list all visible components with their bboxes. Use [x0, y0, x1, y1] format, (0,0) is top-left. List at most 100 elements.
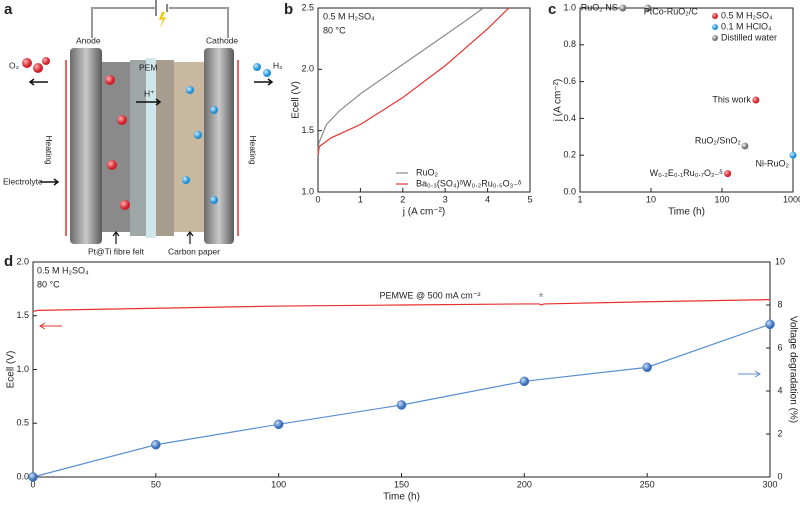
label: Anode [76, 35, 101, 45]
data-point [642, 362, 652, 373]
x-tick-label: 1 [358, 194, 363, 204]
x-tick-label: 50 [151, 479, 161, 489]
anode-plate [70, 48, 102, 244]
x-tick-label: 100 [271, 479, 286, 489]
arrow [254, 78, 274, 86]
data-point [151, 440, 161, 450]
battery [155, 2, 169, 14]
legend-label: Ba₀.₃(SO₄)ᵟW₀.₂Ru₀.₅O₃₋ᵟ [416, 178, 522, 188]
y-tick-label: 1.0 [563, 2, 576, 12]
label: PEM [139, 62, 157, 72]
o2-bubble [33, 63, 43, 73]
label: Heating [44, 135, 54, 165]
x-axis-label: j (A cm⁻²) [402, 207, 446, 218]
data-point [765, 319, 775, 330]
x-tick-label: 250 [640, 479, 655, 489]
x-tick-label: 0 [30, 479, 35, 489]
label: H⁺ [144, 88, 155, 98]
panel-label: b [284, 1, 293, 18]
h2-bubble [182, 176, 190, 184]
cathode-plate [204, 48, 234, 244]
series-line [32, 299, 771, 313]
data-point [789, 151, 797, 159]
axis-arrow [738, 370, 761, 378]
panel-label: c [548, 1, 556, 18]
x-axis-label: Time (h) [668, 207, 705, 218]
h2-bubble [186, 86, 194, 94]
annotation: * [538, 289, 543, 304]
y-tick-label: 2.0 [301, 64, 314, 74]
electrolyzer-diagram: Anode Cathode PEM H⁺ O₂ H₂ Heating Heati… [3, 0, 282, 256]
legend-label: 0.5 M H₂SO₄ [721, 10, 773, 20]
point-label: This work [712, 94, 751, 104]
y-tick-label: 1.5 [301, 125, 314, 135]
point-label: RuO₂ NS [581, 2, 618, 12]
label: Carbon paper [168, 246, 220, 256]
series-line [317, 7, 484, 156]
x-tick-label: 4 [485, 194, 490, 204]
y2-tick-label: 4 [777, 385, 782, 395]
y-tick-label: 0.5 [16, 418, 29, 428]
legend-marker [712, 24, 718, 30]
data-point [644, 4, 652, 12]
arrow [112, 231, 120, 244]
x-tick-label: 150 [394, 479, 409, 489]
plot-frame [579, 7, 794, 193]
legend-label: RuO₂ [416, 167, 439, 177]
y-axis-label: j (A cm⁻²) [553, 79, 564, 123]
o2-bubble [42, 57, 50, 65]
annotation: 0.5 M H₂SO₄ [323, 11, 375, 21]
o2-bubble [105, 75, 115, 85]
bolt [159, 12, 166, 28]
y2-axis-label: Voltage degradation (%) [787, 316, 798, 423]
x-tick-label: 1 [577, 194, 582, 204]
o2-bubble [120, 200, 130, 210]
series-line [317, 7, 510, 156]
x-tick-label: 2 [400, 194, 405, 204]
label: Cathode [206, 35, 238, 45]
y-tick-label: 0.2 [563, 150, 576, 160]
panel-label: d [4, 253, 13, 270]
y2-tick-label: 2 [777, 428, 782, 438]
x-tick-label: 300 [762, 479, 777, 489]
annotation: PEMWE @ 500 mA cm⁻² [380, 290, 481, 300]
data-point [752, 96, 760, 104]
pem [146, 58, 156, 238]
data-point [724, 170, 732, 178]
cathode-catalyst [156, 60, 174, 236]
data-point [741, 142, 749, 150]
legend-marker [712, 13, 718, 19]
o2-bubble [107, 160, 117, 170]
y-axis-label: Ecell (V) [6, 351, 17, 389]
data-point [28, 472, 38, 482]
label: H₂ [273, 60, 282, 70]
o2-bubble [117, 115, 127, 125]
h2-bubble [210, 196, 218, 204]
y-tick-label: 1.5 [16, 310, 29, 320]
y-tick-label: 2.0 [16, 256, 29, 266]
y2-tick-label: 6 [777, 342, 782, 352]
x-tick-label: 0 [315, 194, 320, 204]
panel-label: a [4, 1, 13, 18]
arrow [28, 78, 48, 86]
legend-label: Distilled water [721, 32, 777, 42]
h2-bubble [194, 131, 202, 139]
y-tick-label: 0.6 [563, 76, 576, 86]
annotation: 80 °C [37, 279, 60, 289]
label: Pt@Ti fibre felt [88, 246, 145, 256]
y-tick-label: 0.0 [563, 186, 576, 196]
x-tick-label: 200 [517, 479, 532, 489]
h2-bubble [253, 63, 261, 71]
arrow [186, 231, 194, 244]
y-tick-label: 1.0 [16, 364, 29, 374]
anode-catalyst [130, 60, 146, 236]
axis-arrow [39, 322, 62, 330]
y2-tick-label: 8 [777, 299, 782, 309]
x-tick-label: 10 [646, 194, 656, 204]
y-tick-label: 2.5 [301, 2, 314, 12]
data-point [273, 419, 284, 430]
x-tick-label: 5 [527, 194, 532, 204]
legend-label: 0.1 M HClO₄ [721, 21, 772, 31]
